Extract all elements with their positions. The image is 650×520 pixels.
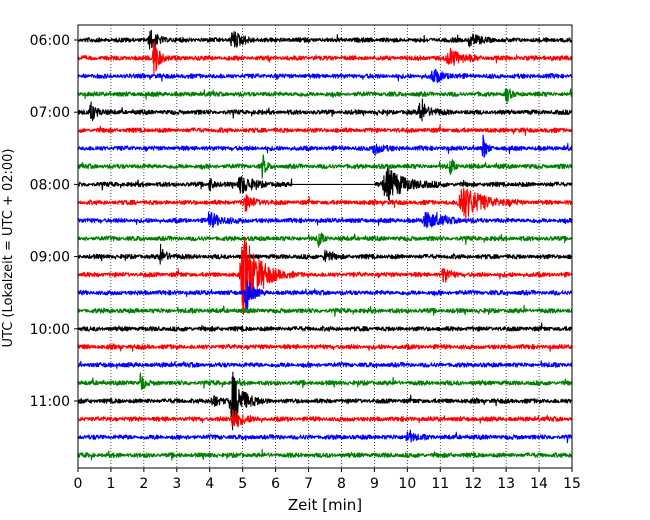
trace-line	[77, 448, 573, 461]
y-axis-label: UTC (Lokalzeit = UTC + 02:00)	[1, 149, 16, 348]
x-tick-label: 9	[370, 476, 379, 492]
x-tick-label: 6	[271, 476, 280, 492]
x-tick-label: 1	[106, 476, 115, 492]
trace-line	[77, 409, 573, 428]
trace-line	[77, 232, 573, 248]
trace-line	[77, 371, 573, 431]
trace-line	[77, 134, 573, 158]
x-tick-label: 5	[238, 476, 247, 492]
y-axis-ticks: 06:00 07:00 08:00 09:00 10:00 11:00	[30, 33, 78, 410]
y-tick-label: 10:00	[30, 322, 70, 338]
trace-line	[77, 429, 573, 444]
x-tick-label: 13	[497, 476, 515, 492]
trace-line	[77, 243, 573, 265]
x-tick-label: 10	[398, 476, 416, 492]
x-axis-label: Zeit [min]	[288, 496, 362, 514]
trace-line	[77, 29, 573, 50]
y-tick-label: 08:00	[30, 177, 70, 193]
x-tick-label: 0	[74, 476, 83, 492]
x-tick-label: 7	[304, 476, 313, 492]
x-tick-label: 3	[172, 476, 181, 492]
trace-line	[77, 372, 573, 391]
x-tick-label: 12	[464, 476, 482, 492]
trace-line	[77, 88, 573, 105]
seismic-traces	[77, 29, 573, 461]
trace-line	[77, 343, 573, 352]
x-axis-ticks: 0 1 2 3 4 5 6 7 8 9 10 11 12 13 14 15	[74, 468, 581, 492]
trace-line	[77, 167, 573, 201]
trace-line	[77, 68, 573, 83]
x-tick-label: 8	[337, 476, 346, 492]
trace-line	[77, 124, 573, 136]
y-tick-label: 11:00	[30, 394, 70, 410]
trace-line	[77, 154, 573, 179]
x-tick-label: 2	[139, 476, 148, 492]
y-tick-label: 06:00	[30, 33, 70, 49]
trace-line	[77, 236, 573, 315]
plot-frame	[77, 24, 573, 469]
trace-line	[77, 280, 573, 311]
y-tick-label: 07:00	[30, 105, 70, 121]
trace-line	[77, 41, 573, 76]
x-tick-label: 4	[205, 476, 214, 492]
x-tick-label: 15	[563, 476, 581, 492]
vertical-grid	[110, 25, 540, 468]
trace-line	[77, 187, 573, 221]
trace-line	[77, 98, 573, 122]
y-tick-label: 09:00	[30, 250, 70, 266]
trace-line	[77, 322, 573, 332]
trace-line	[77, 211, 573, 229]
trace-line	[77, 360, 573, 369]
x-tick-label: 14	[530, 476, 548, 492]
x-tick-label: 11	[431, 476, 449, 492]
trace-line	[77, 304, 573, 317]
